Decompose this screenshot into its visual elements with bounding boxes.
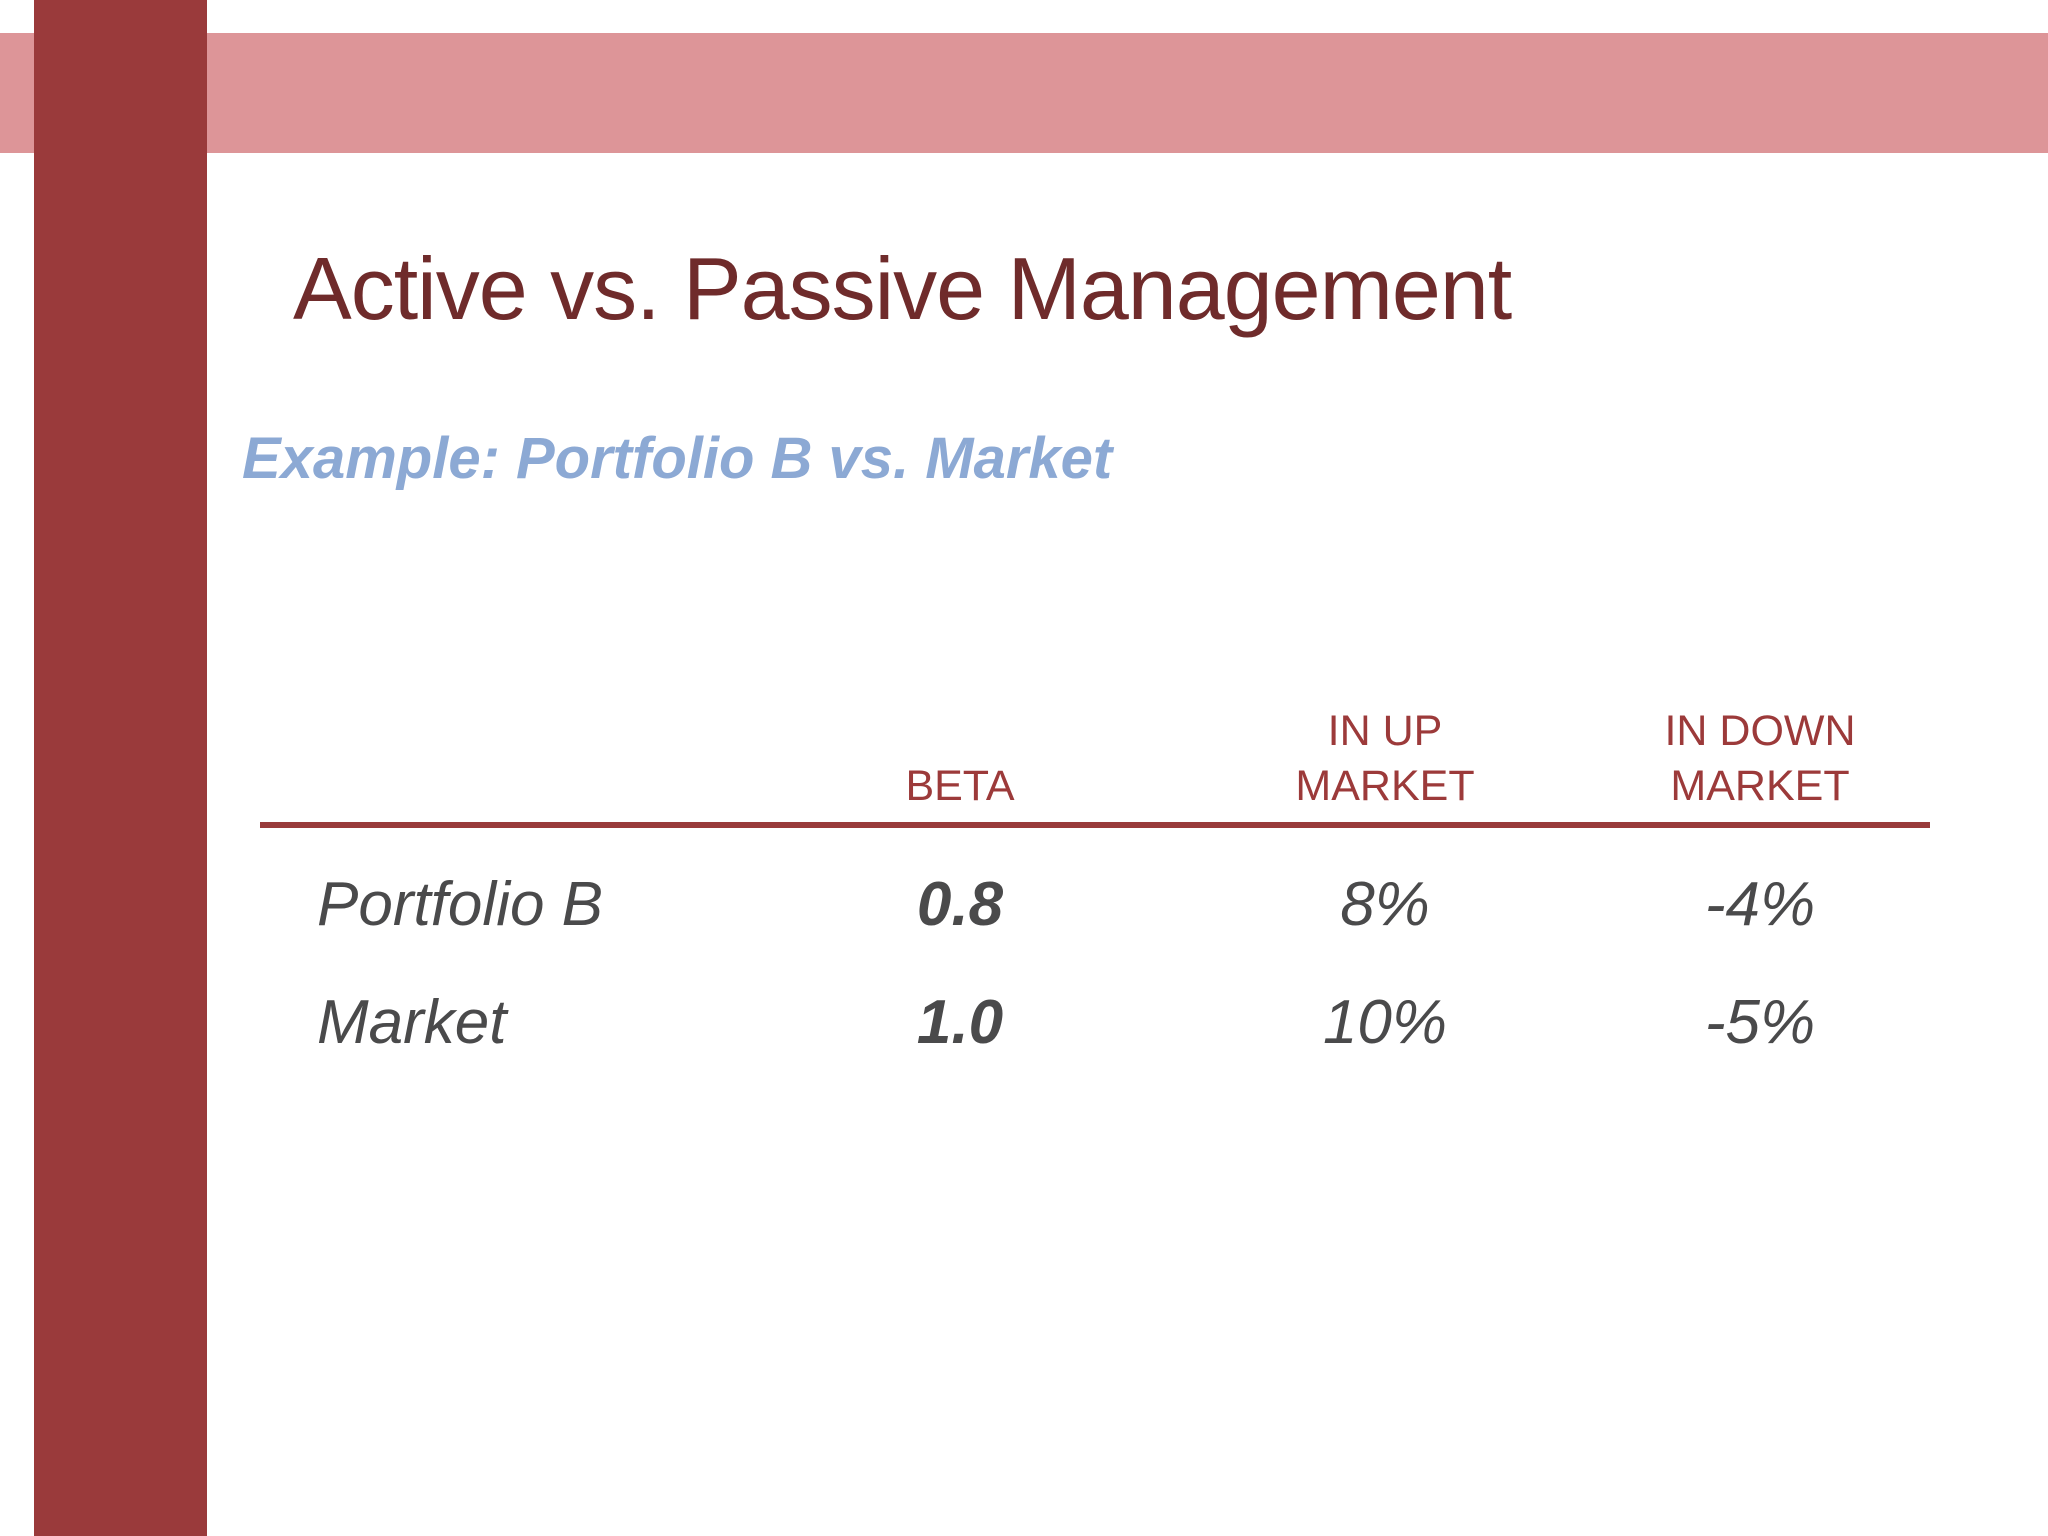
table-row-portfolio-b: Portfolio B 0.8 8% -4%: [260, 825, 1930, 946]
top-accent-band: [0, 33, 2048, 153]
beta-value: 1.0: [916, 988, 1004, 1057]
header-line: IN UP: [1327, 707, 1443, 755]
down-market-value: -5%: [1704, 988, 1816, 1057]
up-market-value: 8%: [1340, 870, 1430, 939]
header-in-down-market: IN DOWN MARKET: [1590, 680, 1930, 828]
up-market-value: 10%: [1322, 988, 1448, 1057]
header-in-up-market: IN UP MARKET: [1180, 680, 1590, 828]
row-label: Portfolio B: [317, 870, 604, 939]
header-line: BETA: [905, 762, 1015, 810]
header-beta: BETA: [740, 680, 1180, 828]
slide-subtitle: Example: Portfolio B vs. Market: [242, 426, 1113, 491]
header-line: IN DOWN: [1664, 707, 1856, 755]
row-label: Market: [317, 988, 507, 1057]
table-row-market: Market 1.0 10% -5%: [260, 946, 1930, 1064]
header-line: MARKET: [1295, 762, 1475, 810]
header-empty: [260, 680, 740, 828]
beta-value: 0.8: [916, 870, 1004, 939]
table-header-row: BETA IN UP MARKET IN DOWN MARKET: [260, 680, 1930, 828]
slide-title: Active vs. Passive Management: [293, 239, 1512, 338]
down-market-value: -4%: [1704, 870, 1816, 939]
comparison-table: BETA IN UP MARKET IN DOWN MARKET Portfol…: [260, 680, 1930, 1064]
header-line: MARKET: [1670, 762, 1850, 810]
left-accent-bar: [34, 0, 207, 1536]
